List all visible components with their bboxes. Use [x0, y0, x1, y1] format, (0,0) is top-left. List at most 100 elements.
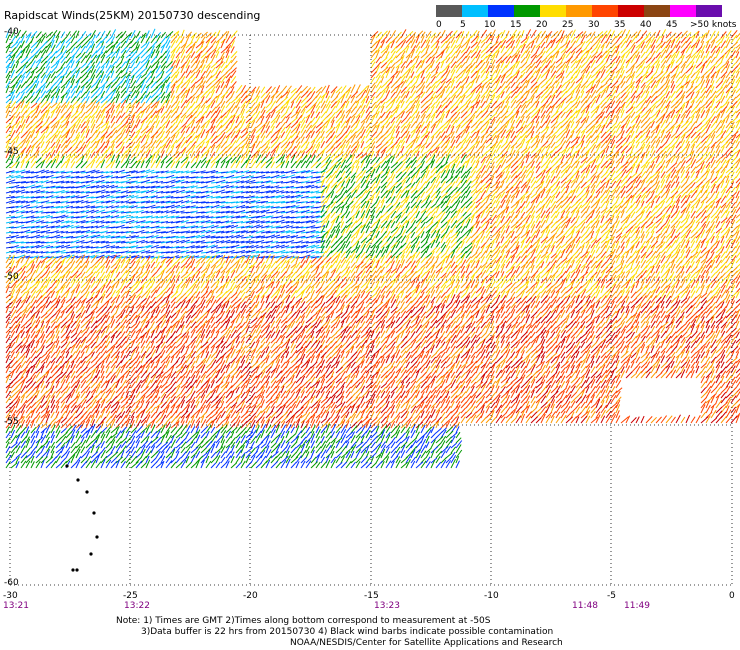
wind-barb: [600, 65, 606, 74]
wind-barb: [620, 46, 628, 54]
wind-barb: [285, 122, 292, 129]
wind-barb: [675, 90, 683, 99]
wind-barb: [90, 81, 98, 89]
wind-barb: [435, 66, 440, 74]
wind-barb: [605, 101, 613, 109]
wind-barb: [160, 56, 167, 64]
wind-barb: [520, 61, 528, 69]
wind-barb: [580, 96, 587, 104]
wind-barb: [40, 72, 46, 79]
wind-barb: [175, 100, 181, 109]
wind-barb: [30, 96, 37, 104]
wind-barb: [425, 74, 432, 84]
wind-barb: [445, 45, 450, 54]
wind-barb: [125, 35, 131, 44]
wind-barb: [550, 141, 556, 149]
wind-barb: [430, 67, 437, 74]
wind-barb: [525, 35, 530, 44]
wind-barb: [15, 96, 23, 104]
wind-barb: [555, 121, 562, 129]
wind-barb: [555, 147, 563, 154]
wind-barb: [395, 35, 402, 44]
wind-barb: [585, 105, 590, 114]
wind-barb: [180, 105, 186, 114]
wind-barb: [450, 79, 455, 89]
wind-barb: [490, 80, 497, 89]
wind-barb: [425, 142, 431, 149]
wind-barb: [105, 85, 111, 94]
wind-barb: [25, 67, 33, 74]
wind-barb: [40, 100, 48, 109]
wind-barb: [355, 84, 361, 94]
wind-barb: [245, 100, 251, 109]
wind-barb: [530, 85, 538, 94]
wind-barb: [20, 104, 27, 114]
wind-barb: [480, 70, 486, 79]
wind-barb: [95, 54, 101, 64]
wind-barb: [630, 95, 636, 104]
wind-barb: [590, 84, 596, 94]
wind-barb: [735, 70, 740, 79]
wind-barb: [245, 111, 253, 119]
wind-barb: [455, 45, 462, 54]
wind-barb: [515, 86, 522, 94]
wind-barb: [420, 31, 426, 39]
wind-barb: [405, 59, 413, 69]
wind-barb: [370, 71, 377, 79]
wind-barb: [705, 89, 712, 99]
wind-barb: [635, 85, 640, 94]
wind-barb: [515, 54, 521, 64]
wind-barb: [475, 74, 480, 84]
wind-barb: [45, 105, 52, 114]
wind-barb: [55, 101, 61, 109]
wind-barb: [730, 70, 736, 79]
wind-barb: [230, 46, 235, 54]
wind-barb: [470, 97, 478, 104]
wind-barb: [660, 60, 667, 69]
wind-barb: [520, 30, 525, 39]
wind-barb: [710, 86, 715, 94]
wind-barb: [95, 114, 102, 124]
wind-barb: [395, 104, 400, 114]
wind-barb: [100, 66, 105, 74]
wind-barb: [715, 69, 721, 79]
wind-barb: [65, 104, 72, 114]
wind-barb: [620, 141, 627, 149]
wind-barb: [580, 69, 587, 79]
wind-barb: [545, 77, 552, 84]
wind-barb: [370, 104, 377, 114]
wind-barb: [345, 100, 350, 109]
wind-barb: [85, 35, 94, 44]
wind-barb: [555, 57, 563, 64]
wind-barb: [650, 90, 658, 99]
wind-barb: [50, 102, 58, 109]
wind-barb: [205, 97, 212, 104]
wind-barb: [30, 102, 38, 109]
wind-barb: [380, 97, 387, 104]
wind-barb: [190, 96, 196, 104]
wind-barb: [265, 86, 272, 94]
wind-barb: [580, 181, 587, 189]
wind-barb: [545, 30, 553, 39]
wind-barb: [25, 48, 32, 59]
wind-barb: [425, 106, 431, 114]
wind-barb: [20, 91, 25, 99]
wind-barb: [205, 82, 212, 89]
wind-barb: [575, 126, 582, 134]
wind-barb: [520, 43, 526, 54]
wind-barb: [490, 54, 496, 64]
wind-barb: [490, 75, 498, 84]
wind-barb: [495, 60, 503, 69]
wind-barb: [135, 81, 143, 89]
wind-barb: [40, 106, 48, 114]
wind-barb: [695, 146, 701, 154]
wind-barb: [155, 76, 163, 84]
wind-barb: [695, 54, 701, 64]
wind-barb: [615, 70, 620, 79]
wind-barb: [180, 76, 186, 84]
wind-barb: [505, 81, 512, 89]
wind-barb: [515, 50, 521, 59]
wind-barb: [115, 66, 122, 74]
wind-barb: [90, 69, 97, 79]
wind-barb: [170, 60, 176, 69]
